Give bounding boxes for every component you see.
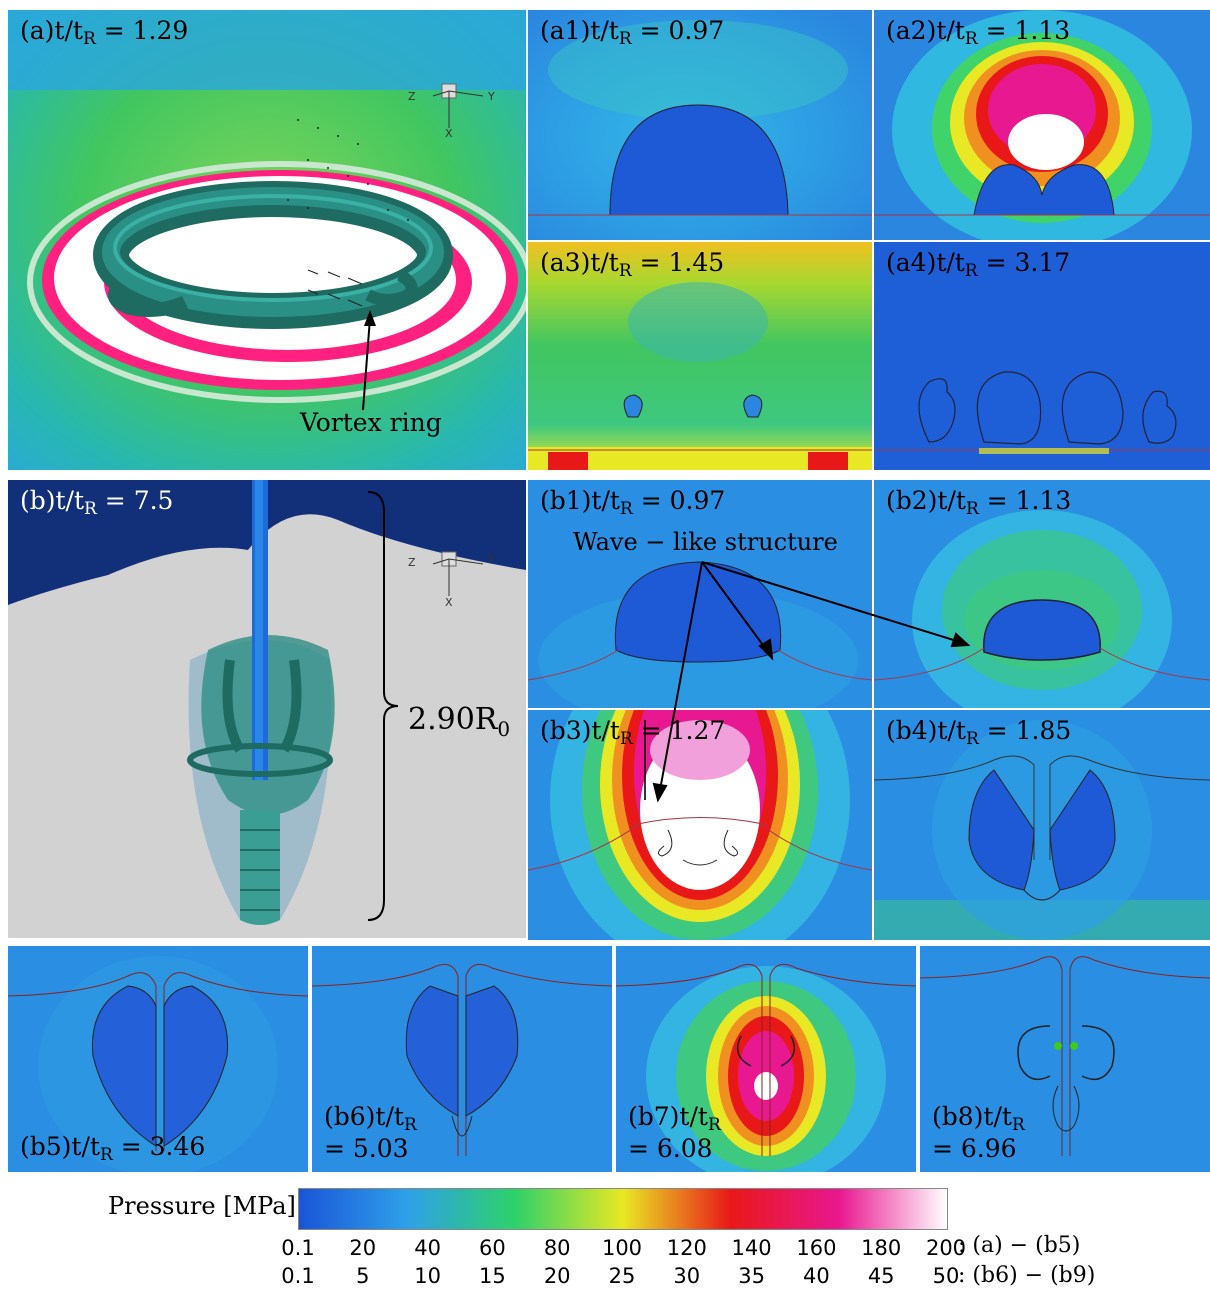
colorbar-tick: 40 <box>414 1236 441 1260</box>
panel-b4-image <box>874 710 1210 940</box>
vortex-ring-arrow <box>362 310 376 411</box>
colorbar-range2: : (b6) − (b9) <box>958 1263 1096 1288</box>
panel-a4-label: (a4)t/tR = 3.17 <box>886 248 1071 281</box>
panel-b-image <box>8 480 526 938</box>
panel-a1: (a1)t/tR = 0.97 <box>528 10 872 240</box>
colorbar-tick: 20 <box>543 1264 571 1288</box>
axis-label-x: X <box>445 127 453 140</box>
colorbar-tick: 120 <box>666 1236 707 1260</box>
panel-b-label: (b)t/tR = 7.5 <box>20 486 174 519</box>
colorbar-tick: 50 <box>932 1264 960 1288</box>
panel-b1: (b1)t/tR = 0.97 Wave − like structure <box>528 480 872 708</box>
panel-a-time: 1.29 <box>132 16 189 45</box>
panel-b4-label: (b4)t/tR = 1.85 <box>886 716 1072 749</box>
jet-structure <box>187 480 335 925</box>
panel-b7: (b7)t/tR = 6.08 <box>616 946 916 1172</box>
axis-triad-a <box>432 83 484 128</box>
panel-b3-label: (b3)t/tR = 1.27 <box>540 716 726 749</box>
panel-a-image <box>8 10 526 470</box>
panel-b7-image <box>616 946 916 1172</box>
colorbar-tick: 100 <box>601 1236 643 1260</box>
colorbar-tick: 35 <box>738 1264 765 1288</box>
panel-a2: (a2)t/tR = 1.13 <box>874 10 1210 240</box>
panel-b5-image <box>8 946 308 1172</box>
vortex-ring-label: Vortex ring <box>300 408 442 437</box>
height-brace <box>367 491 399 921</box>
panel-b4: (b4)t/tR = 1.85 <box>874 710 1210 940</box>
panel-b2-label: (b2)t/tR = 1.13 <box>886 486 1072 519</box>
colorbar-tick: 80 <box>543 1236 571 1260</box>
panel-b8: (b8)t/tR = 6.96 <box>920 946 1210 1172</box>
panel-b2: (b2)t/tR = 1.13 <box>874 480 1210 708</box>
axis-label-y: Y <box>488 90 495 103</box>
panel-b1-label: (b1)t/tR = 0.97 <box>540 486 726 519</box>
colorbar-tick: 0.1 <box>281 1264 315 1288</box>
colorbar-tick: 140 <box>731 1236 772 1260</box>
colorbar-tick: 10 <box>414 1264 441 1288</box>
colorbar-tick: 40 <box>803 1264 830 1288</box>
colorbar-tick: 15 <box>479 1264 506 1288</box>
colorbar-range1: : (a) − (b5) <box>958 1233 1081 1258</box>
panel-b2-image <box>874 480 1210 708</box>
panel-a-prefix: (a) <box>20 16 55 45</box>
panel-b6-image <box>312 946 612 1172</box>
panel-b: Z Y X (b)t/tR = 7.5 2.90R0 <box>8 480 526 938</box>
panel-a3-image <box>528 242 872 470</box>
panel-a4-image <box>874 242 1210 470</box>
panel-b3: (b3)t/tR = 1.27 <box>528 710 872 940</box>
axis-label-x-b: X <box>445 596 453 609</box>
panel-b8-image <box>920 946 1210 1172</box>
axis-label-y-b: Y <box>488 552 495 565</box>
panel-a-label: (a)t/tR = 1.29 <box>20 16 189 49</box>
velocity-vectors <box>287 119 409 307</box>
colorbar-tick: 200 <box>925 1236 967 1260</box>
panel-a: Z Y X (a)t/tR = 1.29 Vortex ring <box>8 10 526 470</box>
vortex-ring <box>93 181 453 329</box>
colorbar-tick: 160 <box>796 1236 837 1260</box>
panel-a2-image <box>874 10 1210 240</box>
panel-a4: (a4)t/tR = 3.17 <box>874 242 1210 470</box>
colorbar-tick: 0.1 <box>281 1236 315 1260</box>
axis-triad-b <box>432 551 484 596</box>
wave-like-label: Wave − like structure <box>573 528 838 556</box>
height-label: 2.90R0 <box>408 702 511 741</box>
panel-a3-label: (a3)t/tR = 1.45 <box>540 248 725 281</box>
panel-a1-image <box>528 10 872 240</box>
panel-b8-label: (b8)t/tR = 6.96 <box>932 1101 1025 1164</box>
panel-b7-label: (b7)t/tR = 6.08 <box>628 1101 721 1164</box>
colorbar-tick: 60 <box>479 1236 506 1260</box>
panel-a2-label: (a2)t/tR = 1.13 <box>886 16 1071 49</box>
axis-label-z: Z <box>408 90 416 103</box>
panel-b6-label: (b6)t/tR = 5.03 <box>324 1101 417 1164</box>
panel-b5: (b5)t/tR = 3.46 <box>8 946 308 1172</box>
colorbar-tick: 25 <box>608 1264 636 1288</box>
colorbar-title: Pressure [MPa] <box>108 1192 296 1220</box>
axis-label-z-b: Z <box>408 556 416 569</box>
panel-a1-label: (a1)t/tR = 0.97 <box>540 16 725 49</box>
colorbar-tick: 180 <box>861 1236 902 1260</box>
colorbar-tick: 30 <box>673 1264 701 1288</box>
panel-a3: (a3)t/tR = 1.45 <box>528 242 872 470</box>
colorbar-gradient <box>298 1188 948 1230</box>
panel-b6: (b6)t/tR = 5.03 <box>312 946 612 1172</box>
colorbar-tick: 5 <box>356 1264 370 1288</box>
colorbar-tick: 45 <box>867 1264 895 1288</box>
panel-b5-label: (b5)t/tR = 3.46 <box>20 1132 206 1165</box>
colorbar-tick: 20 <box>349 1236 377 1260</box>
